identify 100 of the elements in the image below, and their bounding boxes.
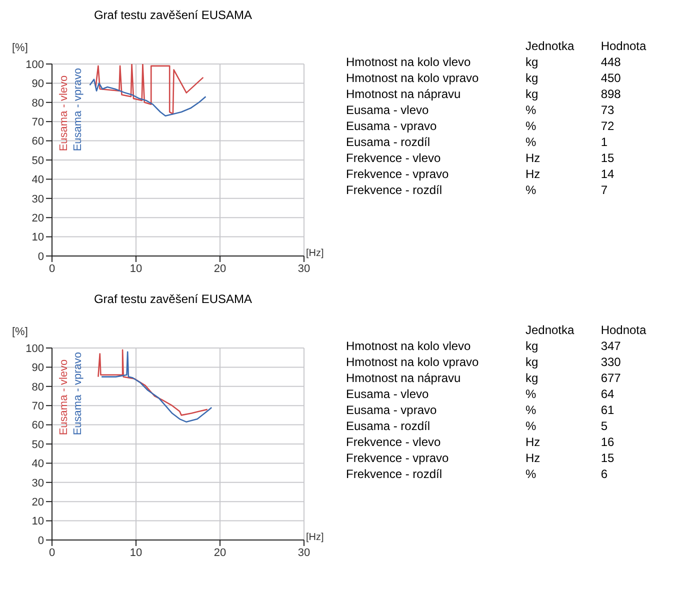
text: 6 bbox=[600, 466, 608, 482]
text: kg bbox=[524, 338, 540, 354]
text: Hmotnost na kolo vpravo bbox=[345, 354, 480, 370]
text: % bbox=[524, 182, 538, 198]
y-tick-label: 80 bbox=[32, 381, 44, 394]
text: Hmotnost na kolo vpravo bbox=[345, 70, 480, 86]
text: Eusama - vpravo bbox=[72, 352, 85, 436]
text: Frekvence - vpravo bbox=[345, 166, 450, 182]
text: Hz bbox=[524, 434, 542, 450]
text: kg bbox=[524, 54, 540, 70]
x-tick-label: 30 bbox=[298, 262, 310, 275]
text: Jednotka bbox=[524, 38, 576, 54]
text: Eusama - rozdíl bbox=[345, 134, 432, 150]
y-tick-label: 30 bbox=[32, 193, 44, 206]
text: % bbox=[524, 402, 538, 418]
text: Eusama - vpravo bbox=[345, 118, 438, 134]
text: 347 bbox=[600, 338, 622, 354]
line-series bbox=[89, 78, 206, 116]
text: 14 bbox=[600, 166, 616, 182]
text: 7 bbox=[600, 182, 608, 198]
y-tick-label: 90 bbox=[32, 78, 44, 90]
text: Hmotnost na kolo vlevo bbox=[345, 54, 472, 70]
text: kg bbox=[524, 70, 540, 86]
text: Eusama - vlevo bbox=[58, 358, 71, 436]
text: 5 bbox=[600, 418, 608, 434]
x-axis-title: [Hz] bbox=[306, 532, 324, 543]
y-tick-label: 90 bbox=[32, 362, 44, 374]
text: 898 bbox=[600, 86, 622, 102]
text: Frekvence - rozdíl bbox=[345, 182, 444, 198]
y-tick-label: 80 bbox=[32, 97, 44, 110]
y-tick-label: 60 bbox=[32, 420, 44, 432]
text: 330 bbox=[600, 354, 622, 370]
x-tick-label: 30 bbox=[298, 546, 310, 559]
text: kg bbox=[524, 86, 540, 102]
text: Eusama - vlevo bbox=[345, 386, 430, 402]
chart-title: Graf testu zavěšení EUSAMA bbox=[92, 292, 254, 308]
text: Eusama - vpravo bbox=[345, 402, 438, 418]
text: Hz bbox=[524, 166, 542, 182]
text: Hmotnost na nápravu bbox=[345, 370, 462, 386]
text: kg bbox=[524, 370, 540, 386]
text: 61 bbox=[600, 402, 616, 418]
line-series bbox=[100, 351, 212, 423]
text: 1 bbox=[600, 134, 608, 150]
y-tick-label: 50 bbox=[32, 154, 44, 167]
chart-title: Graf testu zavěšení EUSAMA bbox=[92, 8, 254, 24]
text: Hz bbox=[524, 150, 542, 166]
text: Hmotnost na kolo vlevo bbox=[345, 338, 472, 354]
text: Eusama - rozdíl bbox=[345, 418, 432, 434]
y-axis-title: [%] bbox=[12, 326, 28, 338]
text: 64 bbox=[600, 386, 616, 402]
text: Hz bbox=[524, 450, 542, 466]
text: Frekvence - rozdíl bbox=[345, 466, 444, 482]
text: Hodnota bbox=[600, 38, 648, 54]
y-tick-label: 30 bbox=[32, 477, 44, 490]
x-tick-label: 20 bbox=[214, 546, 226, 559]
text: 448 bbox=[600, 54, 622, 70]
text: % bbox=[524, 102, 538, 118]
y-tick-label: 60 bbox=[32, 136, 44, 148]
x-tick-label: 10 bbox=[130, 546, 142, 559]
text: 450 bbox=[600, 70, 622, 86]
y-tick-label: 100 bbox=[26, 58, 44, 71]
y-tick-label: 0 bbox=[38, 534, 44, 547]
y-tick-label: 40 bbox=[32, 174, 44, 186]
text: Jednotka bbox=[524, 322, 576, 338]
text: Hmotnost na nápravu bbox=[345, 86, 462, 102]
text: kg bbox=[524, 354, 540, 370]
text: Frekvence - vpravo bbox=[345, 450, 450, 466]
text: 677 bbox=[600, 370, 622, 386]
x-tick-label: 10 bbox=[130, 262, 142, 275]
x-axis-title: [Hz] bbox=[306, 248, 324, 259]
text: % bbox=[524, 386, 538, 402]
y-tick-label: 40 bbox=[32, 458, 44, 470]
y-axis-title: [%] bbox=[12, 42, 28, 54]
y-tick-label: 70 bbox=[32, 400, 44, 413]
line-series bbox=[95, 64, 204, 115]
y-tick-label: 0 bbox=[38, 250, 44, 263]
text: 73 bbox=[600, 102, 616, 118]
y-tick-label: 70 bbox=[32, 116, 44, 129]
y-tick-label: 10 bbox=[32, 516, 44, 528]
text: % bbox=[524, 118, 538, 134]
x-tick-label: 0 bbox=[48, 262, 56, 275]
y-tick-label: 100 bbox=[26, 342, 44, 355]
text: Eusama - vlevo bbox=[58, 74, 71, 152]
text: % bbox=[524, 134, 538, 150]
text: Eusama - vpravo bbox=[72, 68, 85, 152]
y-tick-label: 20 bbox=[32, 496, 44, 509]
x-tick-label: 0 bbox=[48, 546, 56, 559]
text: 15 bbox=[600, 150, 616, 166]
text: Hodnota bbox=[600, 322, 648, 338]
y-tick-label: 50 bbox=[32, 438, 44, 451]
x-tick-label: 20 bbox=[214, 262, 226, 275]
text: % bbox=[524, 466, 538, 482]
y-tick-label: 20 bbox=[32, 212, 44, 225]
text: Frekvence - vlevo bbox=[345, 434, 442, 450]
line-series bbox=[98, 349, 208, 416]
text: 15 bbox=[600, 450, 616, 466]
y-tick-label: 10 bbox=[32, 232, 44, 244]
text: 72 bbox=[600, 118, 616, 134]
text: 16 bbox=[600, 434, 616, 450]
text: Frekvence - vlevo bbox=[345, 150, 442, 166]
